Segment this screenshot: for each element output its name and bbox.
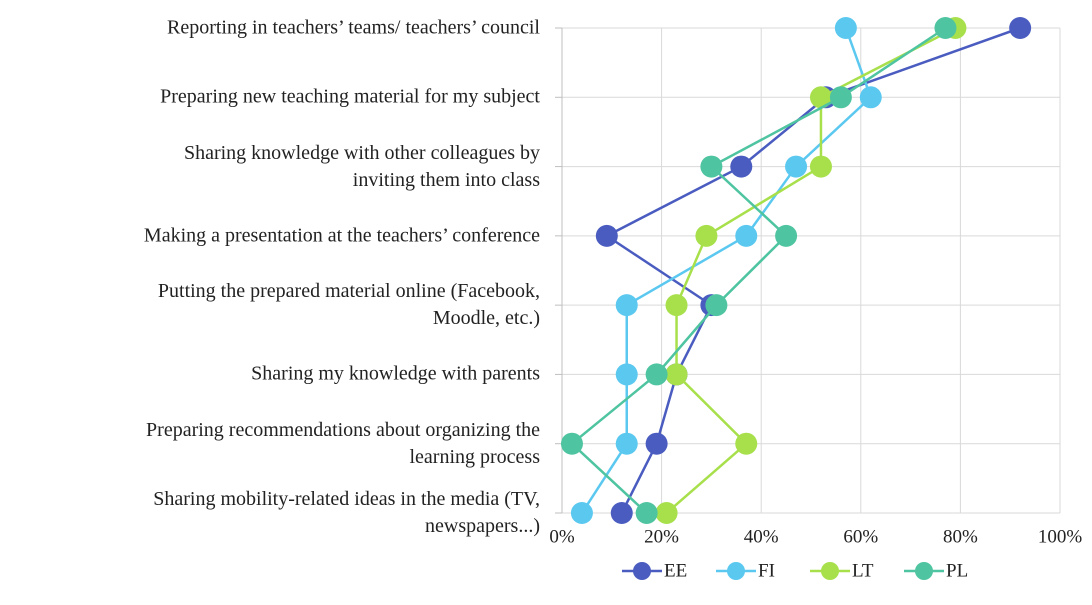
x-tick-label: 0% [549, 526, 575, 547]
point [655, 502, 678, 524]
point [635, 502, 658, 524]
x-tick-label: 80% [943, 526, 978, 547]
point [735, 432, 758, 455]
legend-swatch-marker [915, 562, 933, 580]
legend-label: FI [758, 560, 775, 581]
legend-label: EE [664, 560, 687, 581]
x-tick-label: 60% [843, 526, 878, 547]
point [1009, 17, 1032, 39]
category-label: Putting the prepared material online (Fa… [157, 280, 540, 330]
series-line [580, 27, 873, 514]
point [809, 155, 832, 178]
legend-swatch-marker [727, 562, 745, 580]
category-label: Preparing recommendations about organizi… [146, 418, 540, 468]
category-label: Sharing knowledge with other colleagues … [183, 141, 540, 191]
x-tick-label: 40% [744, 526, 779, 547]
legend-swatch-marker [633, 562, 651, 580]
point [834, 17, 857, 39]
point [615, 294, 638, 317]
point [615, 432, 638, 455]
point [809, 86, 832, 109]
point [775, 224, 798, 247]
point [785, 155, 808, 178]
point [730, 155, 753, 178]
point [705, 294, 728, 317]
series-line [604, 26, 1021, 514]
series-line [570, 26, 947, 514]
legend-label: LT [852, 560, 874, 581]
point [859, 86, 882, 109]
legend-label: PL [946, 560, 968, 581]
category-label: Reporting in teachers’ teams/ teachers’ … [167, 16, 540, 39]
category-label: Sharing my knowledge with parents [251, 362, 540, 385]
category-label: Preparing new teaching material for my s… [160, 85, 540, 108]
point [665, 294, 688, 317]
point [829, 86, 852, 109]
category-label: Making a presentation at the teachers’ c… [143, 224, 540, 247]
point [645, 432, 668, 455]
point [560, 432, 583, 455]
point [665, 363, 688, 386]
point [570, 502, 593, 524]
x-tick-label: 100% [1038, 526, 1083, 547]
x-tick-label: 20% [644, 526, 679, 547]
category-label: Sharing mobility-related ideas in the me… [153, 488, 540, 537]
point [615, 363, 638, 386]
point [695, 224, 718, 247]
point [610, 502, 633, 524]
point [700, 155, 723, 178]
point [595, 224, 618, 247]
point [735, 224, 758, 247]
point [934, 17, 957, 39]
legend-swatch-marker [821, 562, 839, 580]
point [645, 363, 668, 386]
